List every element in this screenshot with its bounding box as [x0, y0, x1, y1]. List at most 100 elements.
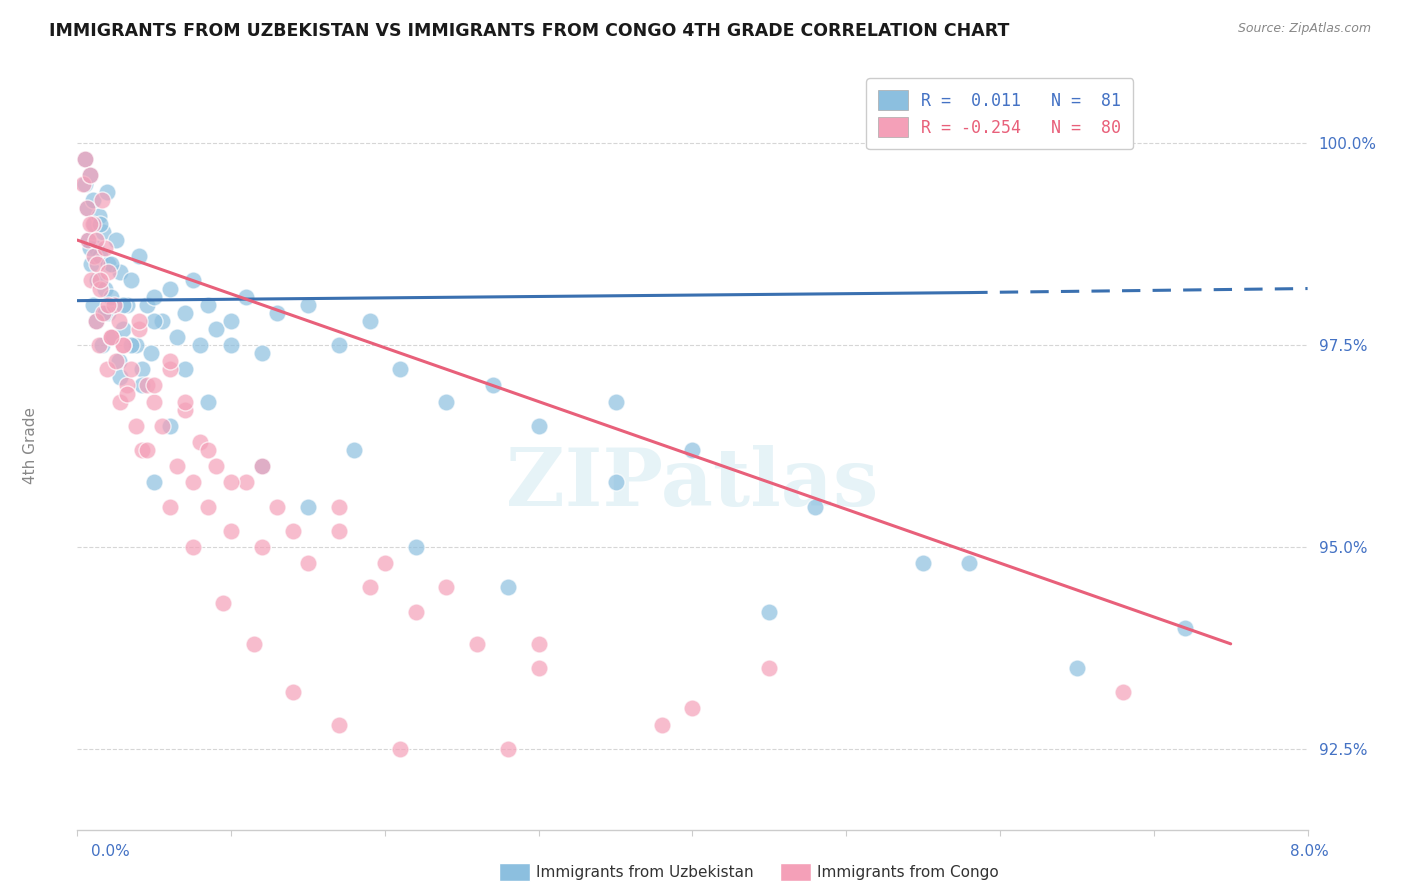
Point: [496, 580, 519, 594]
Point: [84, 314, 107, 328]
Point: [83, 249, 105, 263]
Point: [159, 281, 181, 295]
Point: [682, 701, 704, 715]
Point: [250, 459, 273, 474]
Point: [93, 225, 115, 239]
Point: [219, 524, 242, 538]
Point: [181, 540, 204, 554]
Point: [143, 475, 166, 490]
Point: [120, 362, 142, 376]
Point: [219, 314, 242, 328]
Point: [101, 330, 124, 344]
Point: [436, 394, 458, 409]
Point: [436, 580, 458, 594]
Point: [131, 362, 153, 376]
Point: [204, 322, 226, 336]
Point: [758, 605, 780, 619]
Point: [605, 394, 627, 409]
Point: [328, 500, 350, 514]
Point: [150, 314, 173, 328]
Point: [159, 500, 181, 514]
Point: [84, 241, 107, 255]
Point: [197, 500, 219, 514]
Point: [135, 378, 157, 392]
Point: [100, 330, 122, 344]
Point: [651, 717, 673, 731]
Point: [108, 354, 131, 368]
Point: [143, 378, 166, 392]
Point: [97, 306, 120, 320]
Point: [481, 378, 503, 392]
Point: [188, 434, 212, 449]
Text: 4th Grade: 4th Grade: [24, 408, 38, 484]
Point: [359, 580, 381, 594]
Point: [243, 637, 266, 651]
Point: [328, 524, 350, 538]
Point: [87, 338, 110, 352]
Point: [104, 354, 127, 368]
Point: [128, 322, 150, 336]
Point: [143, 314, 166, 328]
Point: [125, 418, 148, 433]
Point: [166, 330, 188, 344]
Point: [125, 338, 148, 352]
Point: [82, 217, 104, 231]
Point: [94, 241, 117, 255]
Point: [1174, 621, 1197, 635]
Text: 0.0%: 0.0%: [91, 845, 131, 859]
Point: [79, 217, 101, 231]
Point: [219, 475, 242, 490]
Point: [94, 306, 117, 320]
Point: [1066, 661, 1088, 675]
Point: [97, 265, 120, 279]
Point: [159, 354, 181, 368]
Point: [235, 475, 257, 490]
Text: ZIPatlas: ZIPatlas: [506, 445, 879, 524]
Point: [110, 370, 132, 384]
Point: [79, 241, 101, 255]
Point: [76, 201, 98, 215]
Point: [110, 265, 132, 279]
Point: [128, 249, 150, 263]
Point: [250, 346, 273, 360]
Point: [143, 394, 166, 409]
Point: [405, 540, 427, 554]
Point: [297, 556, 319, 570]
Text: 8.0%: 8.0%: [1289, 845, 1329, 859]
Point: [82, 298, 104, 312]
Point: [359, 314, 381, 328]
Point: [389, 741, 412, 756]
Text: Source: ZipAtlas.com: Source: ZipAtlas.com: [1237, 22, 1371, 36]
Point: [86, 257, 108, 271]
Point: [135, 443, 157, 458]
Legend: R =  0.011   N =  81, R = -0.254   N =  80: R = 0.011 N = 81, R = -0.254 N = 80: [866, 78, 1133, 149]
Point: [77, 233, 100, 247]
Point: [343, 443, 366, 458]
Point: [87, 209, 110, 223]
Point: [89, 273, 111, 287]
Point: [266, 500, 288, 514]
Point: [204, 459, 226, 474]
Point: [104, 233, 127, 247]
Point: [328, 338, 350, 352]
Point: [374, 556, 396, 570]
Point: [131, 443, 153, 458]
Point: [72, 177, 94, 191]
Point: [527, 661, 550, 675]
Point: [79, 169, 101, 183]
Point: [174, 306, 197, 320]
Point: [166, 459, 188, 474]
Point: [181, 273, 204, 287]
Point: [181, 475, 204, 490]
Point: [112, 338, 135, 352]
Point: [235, 290, 257, 304]
Point: [150, 418, 173, 433]
Point: [143, 290, 166, 304]
Point: [174, 402, 197, 417]
Point: [219, 338, 242, 352]
Point: [141, 346, 163, 360]
Point: [912, 556, 935, 570]
Point: [197, 443, 219, 458]
Point: [131, 378, 153, 392]
Point: [83, 217, 105, 231]
